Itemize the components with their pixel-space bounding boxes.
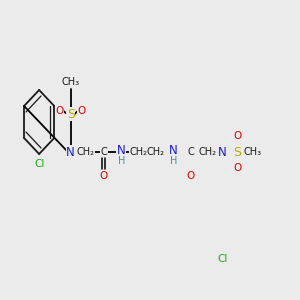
Text: O: O — [233, 163, 242, 173]
Text: CH₃: CH₃ — [244, 147, 262, 157]
Text: O: O — [187, 171, 195, 181]
Text: C: C — [100, 147, 107, 157]
Text: O: O — [233, 131, 242, 141]
Text: Cl: Cl — [217, 254, 227, 264]
Text: S: S — [233, 146, 242, 158]
Text: CH₃: CH₃ — [61, 77, 80, 87]
Text: CH₂: CH₂ — [130, 147, 148, 157]
Text: O: O — [100, 171, 108, 181]
Text: H: H — [118, 156, 125, 166]
Text: S: S — [67, 77, 74, 87]
Text: S: S — [67, 107, 75, 121]
Text: C: C — [188, 147, 194, 157]
Text: O: O — [56, 106, 64, 116]
Text: H: H — [170, 156, 177, 166]
Text: CH₂: CH₂ — [77, 147, 95, 157]
Text: N: N — [117, 145, 126, 158]
Text: O: O — [77, 106, 86, 116]
Text: Cl: Cl — [34, 159, 44, 169]
Text: N: N — [66, 146, 75, 158]
Text: CH₂: CH₂ — [198, 147, 216, 157]
Text: N: N — [169, 145, 178, 158]
Text: N: N — [218, 146, 227, 158]
Text: CH₂: CH₂ — [147, 147, 165, 157]
